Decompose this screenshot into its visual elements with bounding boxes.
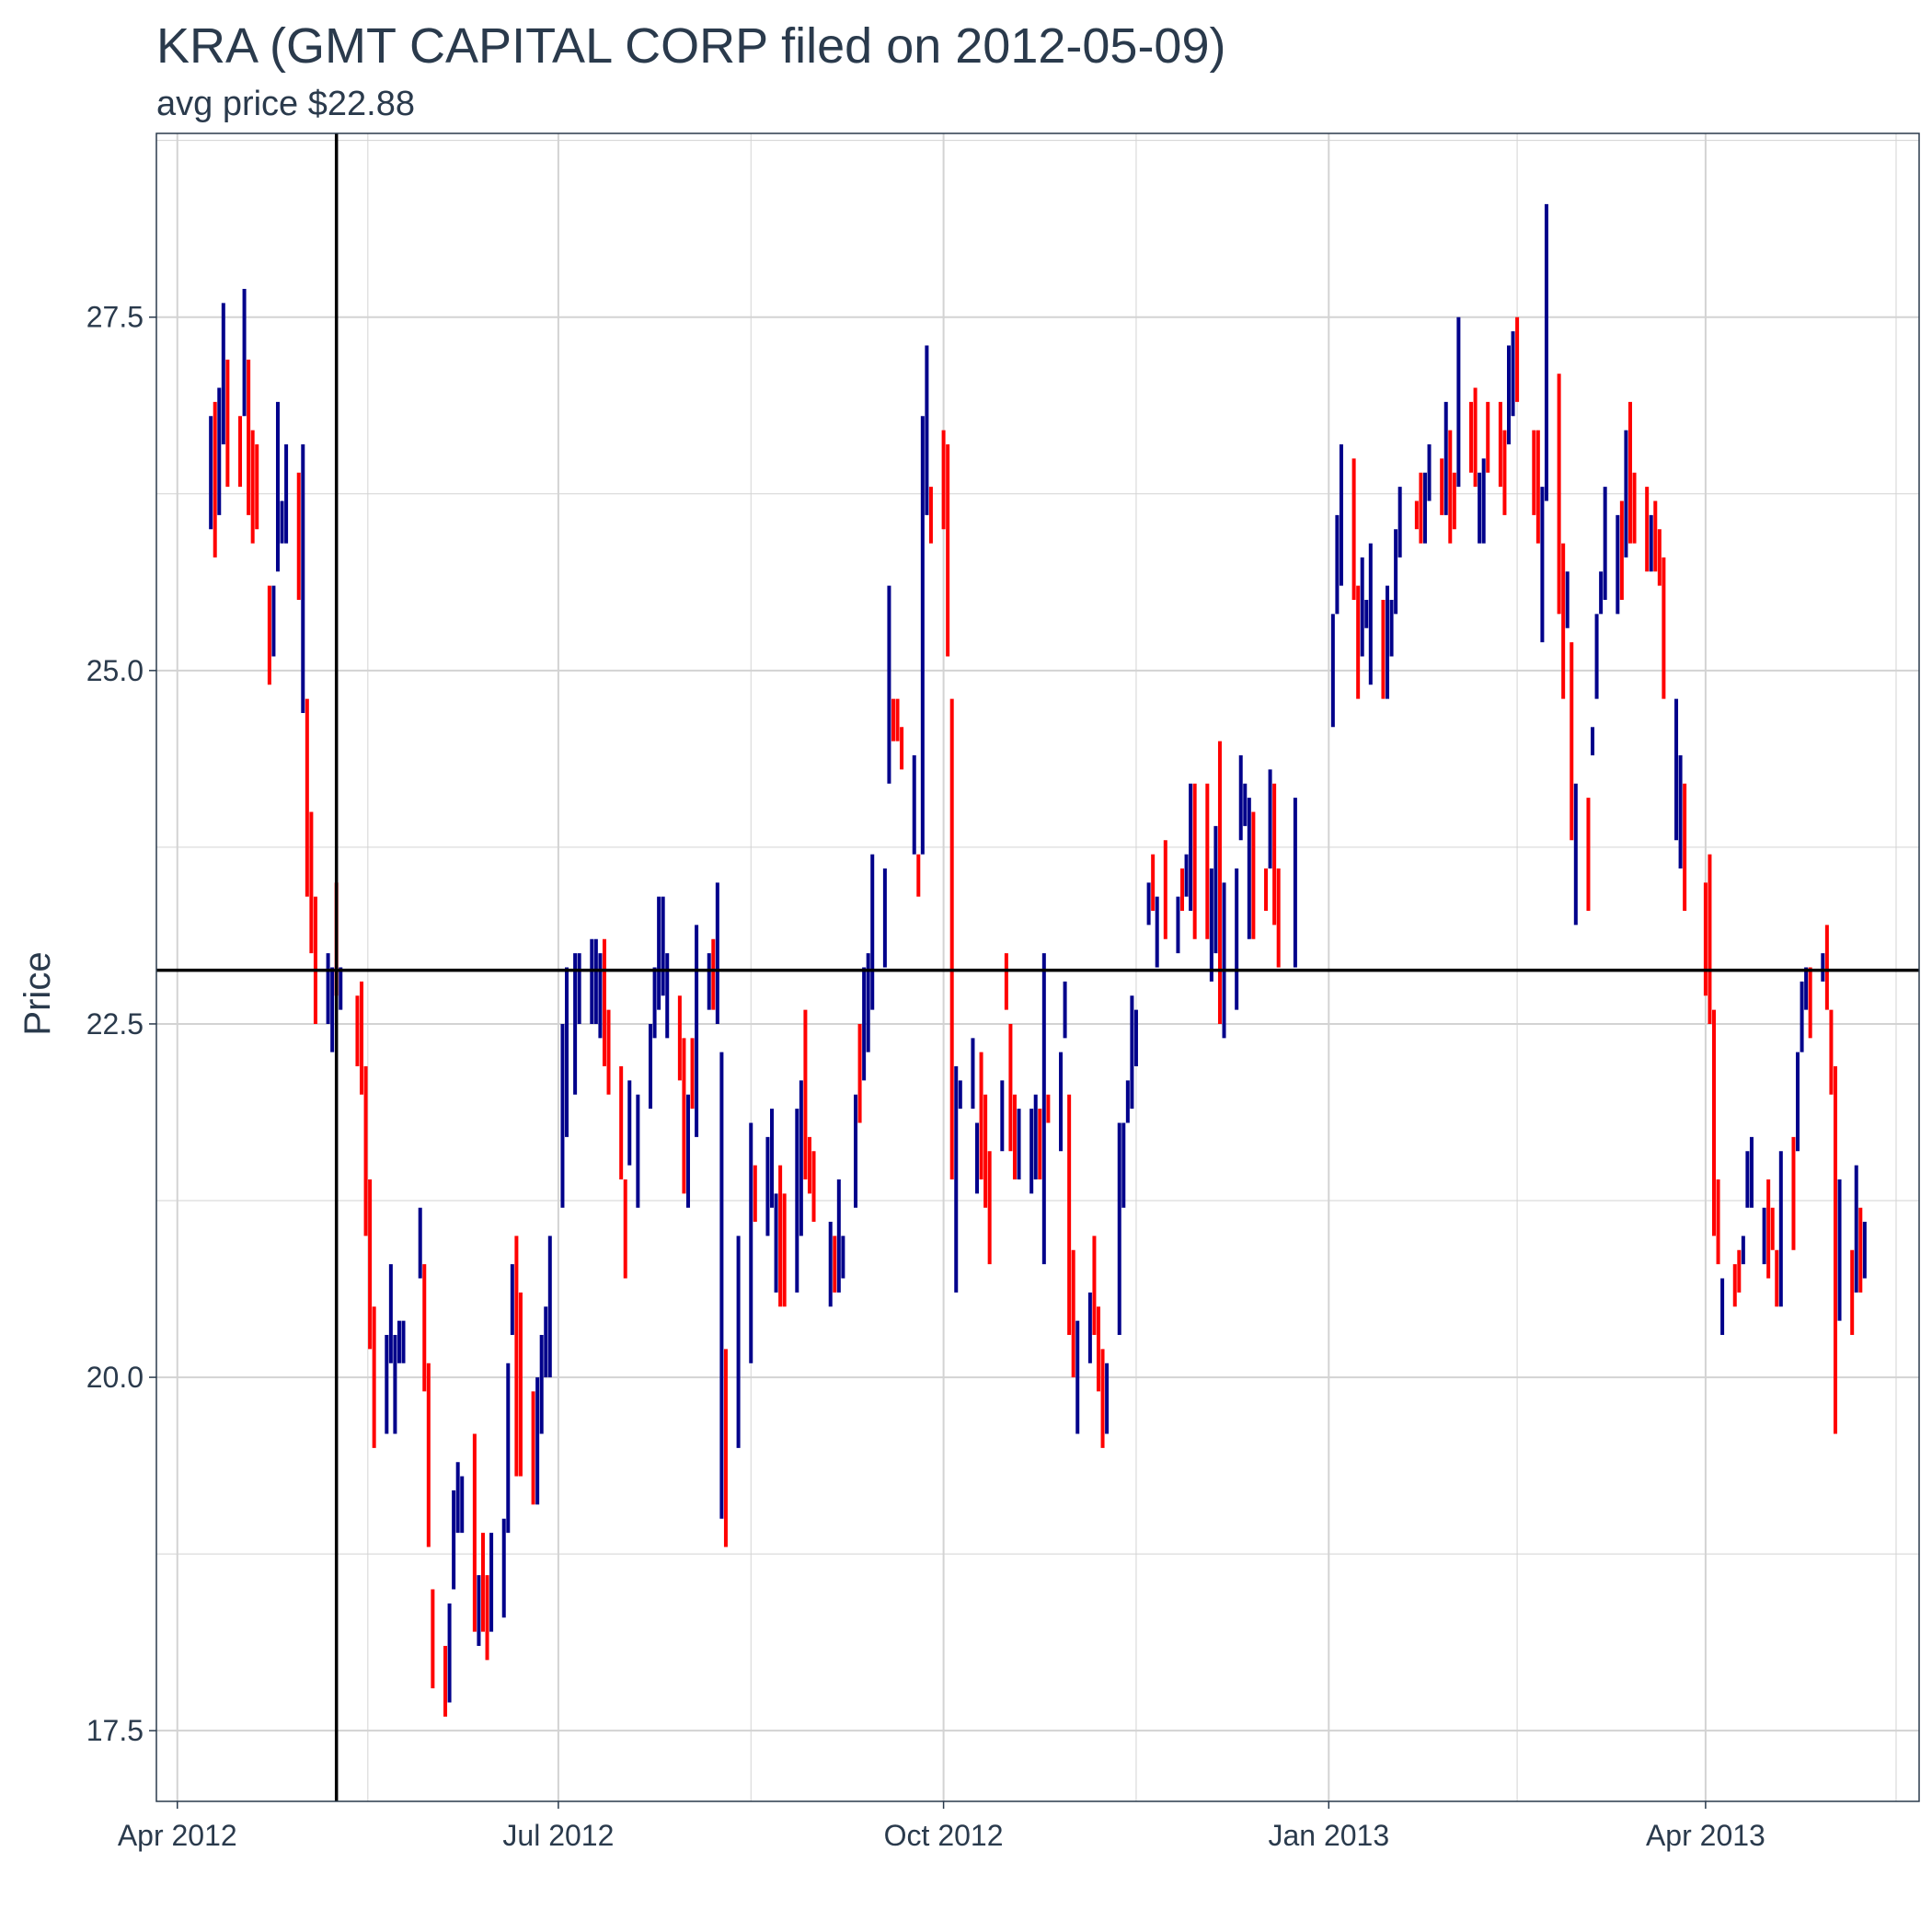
y-tick-label: 22.5 xyxy=(86,1007,144,1041)
x-tick-label: Apr 2012 xyxy=(118,1819,237,1852)
y-tick-label: 25.0 xyxy=(86,654,144,687)
x-tick-label: Oct 2012 xyxy=(884,1819,1004,1852)
y-tick-label: 27.5 xyxy=(86,301,144,334)
y-tick-label: 17.5 xyxy=(86,1714,144,1747)
y-tick-label: 20.0 xyxy=(86,1361,144,1394)
reference-lines xyxy=(156,133,1919,1801)
y-axis-ticks: 17.5 20.0 22.5 25.0 27.5 xyxy=(86,301,156,1747)
chart-subtitle: avg price $22.88 xyxy=(156,85,415,123)
x-axis-ticks: Apr 2012 Jul 2012 Oct 2012 Jan 2013 Apr 2013 xyxy=(118,1801,1765,1852)
x-tick-label: Jul 2012 xyxy=(502,1819,614,1852)
x-tick-label: Jan 2013 xyxy=(1268,1819,1389,1852)
ohlc-bars xyxy=(209,203,1867,1717)
grid-lines xyxy=(156,133,1919,1801)
chart-title: KRA (GMT CAPITAL CORP filed on 2012-05-0… xyxy=(156,18,1225,74)
y-axis-title: Price xyxy=(17,951,58,1035)
plot-border xyxy=(155,132,1920,1802)
x-tick-label: Apr 2013 xyxy=(1646,1819,1765,1852)
